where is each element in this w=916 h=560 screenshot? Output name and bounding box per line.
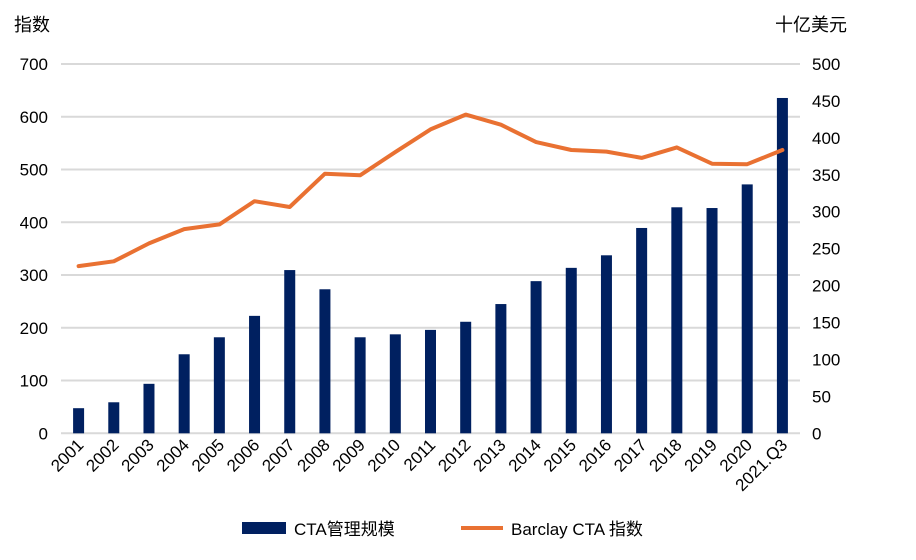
- x-tick-label: 2012: [434, 435, 474, 475]
- legend-bar-label: CTA管理规模: [294, 520, 395, 539]
- bar-2001: [73, 408, 85, 434]
- x-tick-label: 2016: [575, 435, 615, 475]
- left-axis-label: 指数: [14, 15, 50, 35]
- bar-2002: [108, 402, 120, 434]
- x-tick-label: 2010: [364, 435, 404, 475]
- bar-2006: [249, 315, 261, 434]
- bar-2014: [530, 281, 542, 434]
- right-tick-label: 300: [812, 203, 840, 222]
- left-axis-ticks: 0 100 200 300 400 500 600 700: [20, 55, 48, 443]
- bar-2004: [178, 354, 190, 434]
- bar-2011: [425, 329, 436, 434]
- index-line: [76, 112, 785, 269]
- left-tick-label: 400: [20, 213, 48, 232]
- x-tick-label: 2002: [82, 435, 122, 475]
- line-series: [76, 112, 785, 269]
- x-tick-label: 2008: [294, 435, 334, 475]
- left-tick-label: 0: [39, 424, 48, 443]
- left-tick-label: 700: [20, 55, 48, 74]
- x-tick-label: 2003: [118, 435, 158, 475]
- bar-series: [73, 97, 788, 434]
- right-tick-label: 200: [812, 277, 840, 296]
- right-tick-label: 100: [812, 350, 840, 369]
- right-tick-label: 400: [812, 129, 840, 148]
- bar-2003: [143, 383, 155, 434]
- bar-2016: [600, 255, 612, 434]
- x-tick-label: 2018: [645, 435, 685, 475]
- x-tick-label: 2004: [153, 435, 193, 475]
- x-tick-label: 2019: [681, 435, 721, 475]
- bar-2013: [495, 304, 507, 434]
- right-tick-label: 500: [812, 55, 840, 74]
- x-tick-label: 2017: [610, 435, 650, 475]
- bar-2017: [636, 227, 648, 434]
- left-tick-label: 100: [20, 372, 48, 391]
- right-axis-label: 十亿美元: [775, 15, 847, 35]
- x-axis-ticks: 2001200220032004200520062007200820092010…: [47, 435, 791, 495]
- x-tick-label: 2013: [470, 435, 510, 475]
- bar-2018: [671, 207, 683, 434]
- bar-2021.Q3: [776, 97, 788, 434]
- legend-line-label: Barclay CTA 指数: [511, 520, 643, 539]
- right-tick-label: 150: [812, 314, 840, 333]
- bar-2009: [354, 337, 366, 434]
- right-tick-label: 0: [812, 424, 821, 443]
- right-tick-label: 50: [812, 387, 831, 406]
- left-tick-label: 600: [20, 108, 48, 127]
- x-tick-label: 2007: [258, 435, 298, 475]
- bar-2012: [460, 321, 472, 434]
- right-tick-label: 250: [812, 240, 840, 259]
- x-tick-label: 2001: [47, 435, 87, 475]
- bar-2010: [389, 334, 401, 434]
- right-axis-ticks: 0 50 100 150 200 250 300 350 400 450 500: [812, 55, 840, 443]
- x-tick-label: 2011: [400, 435, 439, 474]
- bar-2007: [284, 270, 296, 434]
- bar-2008: [319, 289, 331, 434]
- x-tick-label: 2014: [505, 435, 545, 475]
- bar-2005: [213, 337, 225, 434]
- bar-2019: [706, 208, 718, 434]
- x-tick-label: 2009: [329, 435, 369, 475]
- left-tick-label: 500: [20, 161, 48, 180]
- legend: CTA管理规模 Barclay CTA 指数: [242, 520, 643, 539]
- left-tick-label: 200: [20, 319, 48, 338]
- bar-2015: [565, 267, 577, 434]
- x-tick-label: 2015: [540, 435, 580, 475]
- left-tick-label: 300: [20, 266, 48, 285]
- x-tick-label: 2006: [223, 435, 263, 475]
- right-tick-label: 450: [812, 92, 840, 111]
- bar-2020: [741, 184, 753, 434]
- legend-bar-swatch: [242, 522, 286, 534]
- right-tick-label: 350: [812, 166, 840, 185]
- x-tick-label: 2005: [188, 435, 228, 475]
